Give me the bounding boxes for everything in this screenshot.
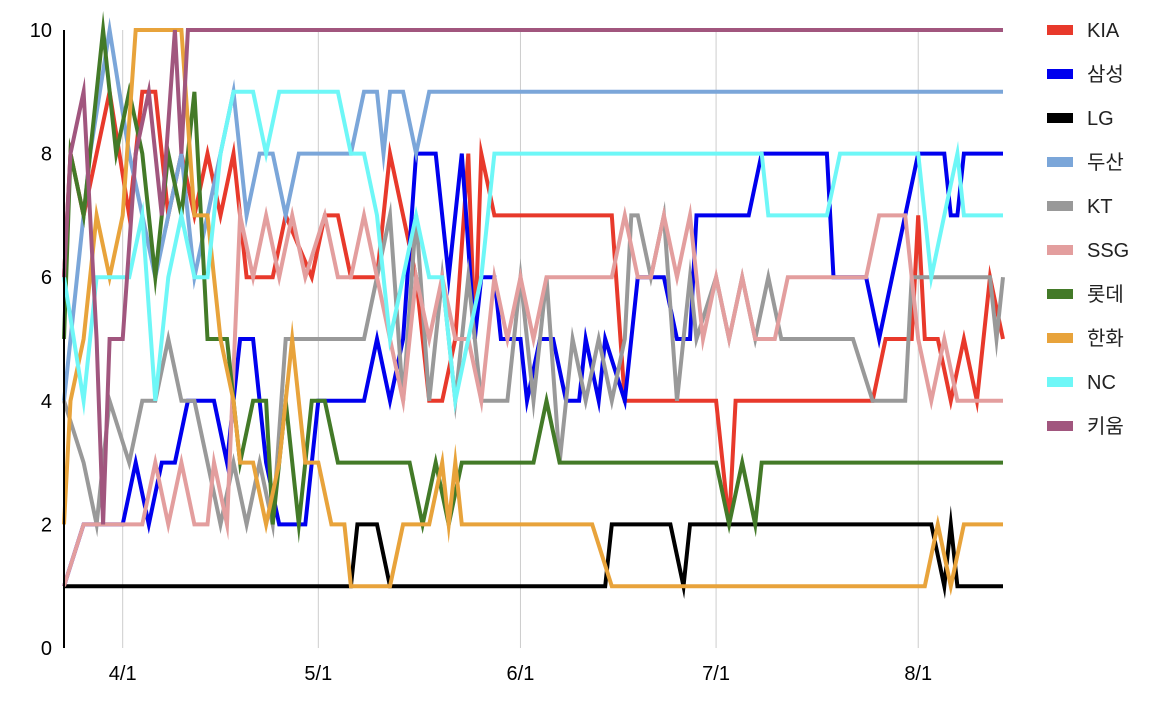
series-line-8 (62, 89, 1003, 417)
legend-swatch-3 (1047, 157, 1073, 167)
legend-label-8: NC (1087, 372, 1116, 394)
y-tick-label-4: 8 (41, 144, 52, 166)
legend-label-9: 키움 (1087, 415, 1124, 438)
legend-swatch-2 (1047, 113, 1073, 123)
legend-swatch-6 (1047, 289, 1073, 299)
legend-label-3: 두산 (1087, 151, 1124, 174)
series-line-9 (62, 28, 1003, 525)
legend-label-6: 롯데 (1087, 283, 1124, 306)
y-tick-label-1: 2 (41, 514, 52, 536)
x-tick-label-1: 5/1 (304, 663, 332, 685)
legend-label-1: 삼성 (1087, 63, 1124, 86)
legend-swatch-0 (1047, 25, 1073, 35)
y-tick-label-3: 6 (41, 267, 52, 289)
x-tick-label-0: 4/1 (109, 663, 137, 685)
legend-swatch-9 (1047, 421, 1073, 431)
x-tick-label-3: 7/1 (702, 663, 730, 685)
legend-label-5: SSG (1087, 240, 1129, 262)
series-lines (62, 10, 1005, 600)
x-tick-label-2: 6/1 (507, 663, 535, 685)
y-tick-labels: 0 2 4 6 8 10 (30, 20, 52, 660)
x-tick-label-4: 8/1 (904, 663, 932, 685)
legend-swatch-5 (1047, 245, 1073, 255)
series-line-7 (62, 28, 1003, 596)
legend-label-4: KT (1087, 196, 1113, 218)
legend-swatch-7 (1047, 333, 1073, 343)
series-line-6 (62, 10, 1003, 544)
series-line-2 (64, 505, 1003, 600)
x-tick-labels: 4/1 5/1 6/1 7/1 8/1 (109, 663, 932, 685)
y-tick-label-0: 0 (41, 638, 52, 660)
legend-swatch-1 (1047, 69, 1073, 79)
legend-label-2: LG (1087, 108, 1114, 130)
legend-swatch-8 (1047, 377, 1073, 387)
legend-label-0: KIA (1087, 20, 1120, 42)
legend-label-7: 한화 (1087, 327, 1124, 350)
y-tick-label-5: 10 (30, 20, 52, 42)
y-tick-label-2: 4 (41, 391, 52, 413)
legend-swatch-4 (1047, 201, 1073, 211)
